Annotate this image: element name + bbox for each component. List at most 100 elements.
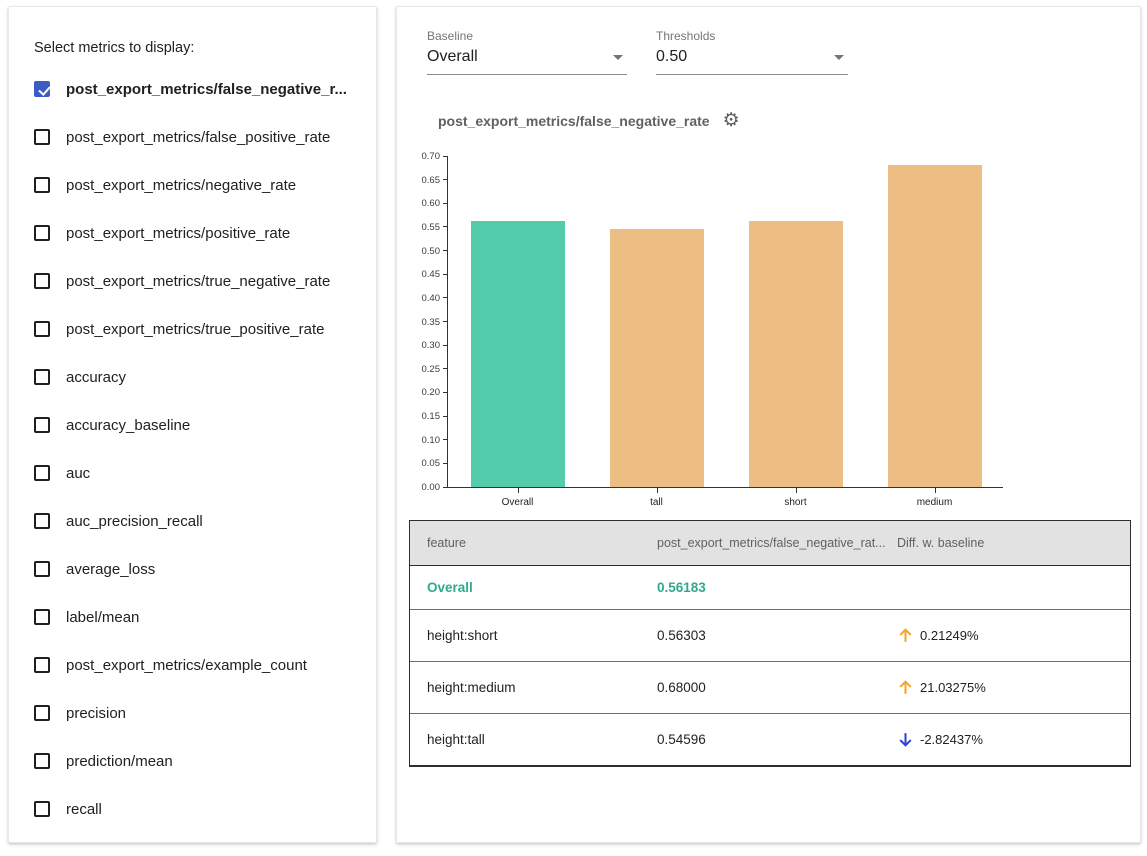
y-tick-mark: [443, 297, 448, 299]
x-axis-label: medium: [916, 497, 953, 508]
table-body: Overall 0.56183 height:short 0.56303 0.2…: [410, 565, 1130, 765]
y-tick-label: 0.05: [421, 458, 441, 470]
metric-checkbox-item[interactable]: post_export_metrics/false_negative_r...: [9, 65, 376, 113]
checkbox-icon[interactable]: [34, 513, 50, 529]
y-tick-mark: [443, 226, 448, 228]
y-tick-label: 0.45: [421, 269, 441, 281]
checkbox-icon[interactable]: [34, 273, 50, 289]
y-tick-mark: [443, 179, 448, 181]
checkbox-icon[interactable]: [34, 177, 50, 193]
metric-checkbox-item[interactable]: accuracy_baseline: [9, 401, 376, 449]
y-tick-mark: [443, 462, 448, 464]
metric-checkbox-item[interactable]: precision: [9, 689, 376, 737]
table-header-feature: feature: [427, 536, 466, 550]
metric-checkbox-item[interactable]: post_export_metrics/negative_rate: [9, 161, 376, 209]
y-tick-label: 0.25: [421, 363, 441, 375]
metric-label: average_loss: [66, 560, 156, 578]
thresholds-select[interactable]: Thresholds 0.50: [656, 29, 848, 75]
arrow-up-icon: [899, 628, 912, 642]
metric-label: accuracy_baseline: [66, 416, 191, 434]
metric-checkbox-item[interactable]: post_export_metrics/positive_rate: [9, 209, 376, 257]
x-tick-mark: [934, 488, 936, 493]
table-header-metric: post_export_metrics/false_negative_rat..…: [657, 536, 886, 550]
y-tick-label: 0.00: [421, 482, 441, 493]
metric-checkbox-item[interactable]: recall: [9, 785, 376, 833]
metric-label: prediction/mean: [66, 752, 173, 770]
checkbox-icon[interactable]: [34, 753, 50, 769]
metric-label: post_export_metrics/negative_rate: [66, 176, 297, 194]
diff-value: 0.21249%: [920, 628, 979, 643]
table-header-diff: Diff. w. baseline: [897, 536, 985, 550]
checkbox-icon[interactable]: [34, 417, 50, 433]
metrics-sidebar: Select metrics to display: post_export_m…: [8, 6, 377, 843]
checkbox-icon[interactable]: [34, 369, 50, 385]
x-tick-mark: [795, 488, 797, 493]
checkbox-icon[interactable]: [34, 225, 50, 241]
metric-label: post_export_metrics/false_positive_rate: [66, 128, 331, 146]
chart-title: post_export_metrics/false_negative_rate: [438, 112, 710, 129]
y-tick-mark: [443, 344, 448, 346]
table-row: height:tall 0.54596 -2.82437%: [410, 713, 1130, 765]
metric-list: post_export_metrics/false_negative_r... …: [9, 65, 376, 833]
chevron-down-icon: [613, 54, 623, 60]
bar-chart: 0.00 0.05 0.10 0.15 0.20 0.25 0.30 0.35 0.40 0.45…: [422, 151, 1003, 508]
metric-checkbox-item[interactable]: label/mean: [9, 593, 376, 641]
y-tick-mark: [443, 368, 448, 370]
checkbox-icon[interactable]: [34, 81, 50, 97]
x-axis-label: Overall: [501, 497, 534, 508]
gear-icon[interactable]: ⚙: [722, 110, 740, 131]
checkbox-icon[interactable]: [34, 609, 50, 625]
table-row: Overall 0.56183: [410, 565, 1130, 609]
value-cell: 0.56183: [657, 580, 706, 595]
metric-checkbox-item[interactable]: post_export_metrics/example_count: [9, 641, 376, 689]
diff-cell: -2.82437%: [897, 731, 1130, 748]
feature-cell: height:short: [427, 628, 498, 643]
metric-checkbox-item[interactable]: post_export_metrics/true_positive_rate: [9, 305, 376, 353]
y-tick-label: 0.65: [421, 174, 441, 186]
checkbox-icon[interactable]: [34, 561, 50, 577]
y-tick-mark: [443, 415, 448, 417]
feature-cell: Overall: [427, 580, 473, 595]
y-tick-label: 0.35: [421, 316, 441, 328]
y-tick-label: 0.70: [421, 151, 441, 162]
y-tick-label: 0.55: [421, 221, 441, 233]
metric-label: post_export_metrics/true_negative_rate: [66, 272, 331, 290]
diff-value: -2.82437%: [920, 732, 983, 747]
table-row: height:short 0.56303 0.21249%: [410, 609, 1130, 661]
metric-label: auc: [66, 464, 91, 482]
y-tick-mark: [443, 391, 448, 393]
baseline-select-value: Overall: [427, 48, 478, 65]
y-tick-label: 0.10: [421, 434, 441, 446]
metric-label: label/mean: [66, 608, 140, 626]
checkbox-icon[interactable]: [34, 321, 50, 337]
baseline-select[interactable]: Baseline Overall: [427, 29, 627, 75]
y-tick-label: 0.15: [421, 411, 441, 423]
checkbox-icon[interactable]: [34, 705, 50, 721]
metric-checkbox-item[interactable]: post_export_metrics/false_positive_rate: [9, 113, 376, 161]
checkbox-icon[interactable]: [34, 657, 50, 673]
checkbox-icon[interactable]: [34, 801, 50, 817]
y-tick-label: 0.30: [421, 340, 441, 352]
checkbox-icon[interactable]: [34, 465, 50, 481]
arrow-down-icon: [899, 733, 912, 747]
metric-label: recall: [66, 800, 102, 818]
value-cell: 0.68000: [657, 680, 706, 695]
diff-cell: 0.21249%: [897, 627, 1130, 644]
checkbox-icon[interactable]: [34, 129, 50, 145]
y-tick-label: 0.60: [421, 198, 441, 210]
sidebar-title: Select metrics to display:: [34, 40, 195, 56]
metric-checkbox-item[interactable]: average_loss: [9, 545, 376, 593]
bar-short: [748, 220, 843, 487]
y-tick-mark: [443, 155, 448, 157]
metric-checkbox-item[interactable]: auc: [9, 449, 376, 497]
metric-checkbox-item[interactable]: auc_precision_recall: [9, 497, 376, 545]
metric-checkbox-item[interactable]: post_export_metrics/true_negative_rate: [9, 257, 376, 305]
metric-label: auc_precision_recall: [66, 512, 203, 530]
value-cell: 0.54596: [657, 732, 706, 747]
metric-checkbox-item[interactable]: prediction/mean: [9, 737, 376, 785]
arrow-up-icon: [899, 680, 912, 694]
thresholds-select-label: Thresholds: [656, 29, 716, 43]
y-tick-label: 0.50: [421, 245, 441, 257]
metric-checkbox-item[interactable]: accuracy: [9, 353, 376, 401]
value-cell: 0.56303: [657, 628, 706, 643]
